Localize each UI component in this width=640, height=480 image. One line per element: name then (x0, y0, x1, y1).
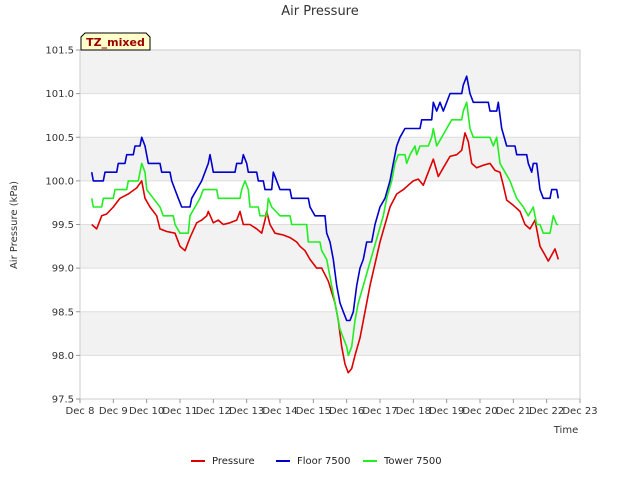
y-tick-label: 101.5 (45, 46, 74, 57)
y-tick-label: 99.5 (52, 220, 74, 231)
y-tick-label: 100.5 (45, 133, 74, 144)
series-line-tower-7500 (90, 101, 559, 357)
y-tick-label: 100.0 (45, 176, 74, 187)
x-tick-label: Dec 23 (562, 406, 597, 417)
y-tick-label: 98.0 (52, 351, 74, 362)
x-tick-label: Dec 22 (529, 406, 564, 417)
grid-band (80, 137, 580, 181)
plot-bands (80, 50, 580, 356)
legend-label-tower-7500: Tower 7500 (383, 456, 442, 467)
legend: Pressure Floor 7500 Tower 7500 (191, 456, 442, 467)
x-tick-label: Dec 11 (162, 406, 197, 417)
x-tick-label: Dec 21 (496, 406, 531, 417)
tz-badge-text: TZ_mixed (86, 36, 145, 49)
y-axis-ticks: 97.5 98.0 98.5 99.0 99.5 100.0 100.5 101.0 101.5 (45, 46, 80, 406)
grid-band (80, 224, 580, 269)
chart-title: Air Pressure (281, 4, 359, 19)
x-tick-label: Dec 17 (362, 406, 397, 417)
x-tick-label: Dec 8 (66, 406, 95, 417)
x-tick-label: Dec 10 (129, 406, 164, 417)
x-tick-label: Dec 18 (396, 406, 431, 417)
series-line-floor-7500 (90, 75, 560, 322)
x-tick-label: Dec 14 (262, 406, 297, 417)
x-tick-label: Dec 15 (296, 406, 331, 417)
legend-label-floor-7500: Floor 7500 (297, 456, 351, 467)
x-tick-label: Dec 12 (196, 406, 231, 417)
x-tick-label: Dec 16 (329, 406, 364, 417)
y-tick-label: 99.0 (52, 264, 74, 275)
x-tick-label: Dec 19 (429, 406, 464, 417)
x-tick-label: Dec 13 (229, 406, 264, 417)
legend-label-pressure: Pressure (212, 456, 255, 467)
y-tick-label: 101.0 (45, 89, 74, 100)
plot-series (90, 75, 560, 374)
x-axis-title: Time (553, 425, 578, 436)
tz-badge: TZ_mixed (80, 32, 151, 51)
grid-band (80, 50, 580, 94)
y-axis-title: Air Pressure (kPa) (9, 181, 20, 269)
y-tick-label: 97.5 (52, 395, 74, 406)
y-tick-label: 98.5 (52, 307, 74, 318)
grid-band (80, 311, 580, 356)
tz-badge-box (80, 32, 151, 51)
x-tick-label: Dec 20 (462, 406, 497, 417)
x-tick-label: Dec 9 (99, 406, 128, 417)
